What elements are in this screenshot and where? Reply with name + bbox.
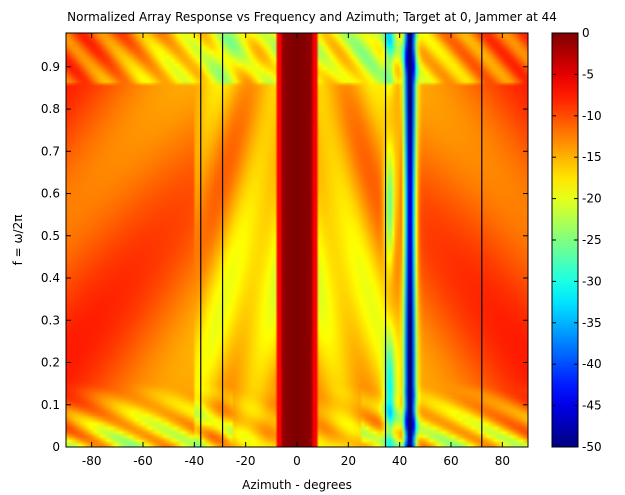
colorbar-tick-label: -50 (582, 440, 602, 454)
y-tick-label: 0.8 (41, 102, 60, 116)
colorbar-tick-label: -10 (582, 109, 602, 123)
y-tick-label: 0.6 (41, 187, 60, 201)
x-tick-label: 40 (392, 454, 407, 468)
heatmap-plot-area: -80 -60 -40 -20 0 20 40 60 80 0 0.1 0.2 0.3 0.4 0.5 0.… (41, 32, 529, 468)
colorbar-ticks: 0 -5 -10 -15 -20 -25 -30 -35 -40 -45 -50 (552, 26, 602, 454)
x-tick-label: -60 (133, 454, 153, 468)
colorbar-tick-label: 0 (582, 26, 590, 40)
colorbar-tick-label: -30 (582, 274, 602, 288)
y-tick-label: 0.1 (41, 398, 60, 412)
colorbar: 0 -5 -10 -15 -20 -25 -30 -35 -40 -45 -50 (551, 26, 602, 454)
x-tick-label: 0 (293, 454, 301, 468)
x-tick-label: -20 (236, 454, 256, 468)
colorbar-tick-label: -35 (582, 316, 602, 330)
colorbar-tick-label: -40 (582, 357, 602, 371)
x-tick-label: 80 (495, 454, 510, 468)
y-tick-label: 0.3 (41, 313, 60, 327)
colorbar-tick-label: -5 (582, 67, 594, 81)
colorbar-gradient (552, 33, 578, 447)
colorbar-tick-label: -15 (582, 150, 602, 164)
x-tick-label: 20 (341, 454, 356, 468)
x-tick-label: -80 (82, 454, 102, 468)
y-tick-label: 0 (52, 440, 60, 454)
x-tick-label: 60 (443, 454, 458, 468)
y-tick-label: 0.4 (41, 271, 60, 285)
x-axis-ticks: -80 -60 -40 -20 0 20 40 60 80 (82, 33, 510, 468)
y-axis-ticks: 0 0.1 0.2 0.3 0.4 0.5 0.6 0.7 0.8 0.9 (41, 60, 528, 454)
chart-title: Normalized Array Response vs Frequency a… (67, 10, 557, 24)
y-tick-label: 0.2 (41, 356, 60, 370)
colorbar-tick-label: -25 (582, 233, 602, 247)
y-axis-label: f = ω/2π (11, 215, 25, 266)
heatmap-image (66, 33, 528, 447)
x-axis-label: Azimuth - degrees (242, 478, 352, 492)
colorbar-tick-label: -45 (582, 399, 602, 413)
colorbar-tick-label: -20 (582, 192, 602, 206)
y-tick-label: 0.7 (41, 144, 60, 158)
x-tick-label: -40 (185, 454, 205, 468)
y-tick-label: 0.5 (41, 229, 60, 243)
null-lines (200, 33, 483, 447)
y-tick-label: 0.9 (41, 60, 60, 74)
